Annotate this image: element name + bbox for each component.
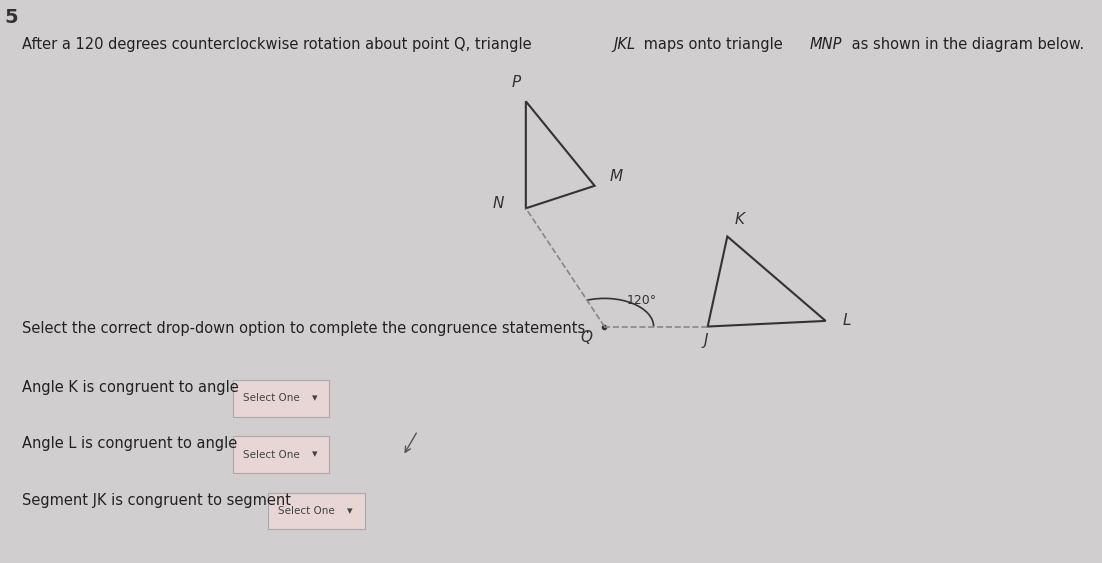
FancyBboxPatch shape: [268, 493, 365, 529]
Text: M: M: [609, 169, 623, 184]
Text: 5: 5: [4, 8, 19, 28]
FancyBboxPatch shape: [233, 436, 329, 473]
Text: Select One: Select One: [278, 506, 335, 516]
Text: Q: Q: [581, 330, 593, 345]
Text: L: L: [843, 314, 852, 328]
Text: Segment JK is congruent to segment: Segment JK is congruent to segment: [22, 493, 291, 508]
Text: MNP: MNP: [810, 37, 842, 52]
Text: Angle L is congruent to angle: Angle L is congruent to angle: [22, 436, 237, 452]
Text: After a 120 degrees counterclockwise rotation about point Q, triangle: After a 120 degrees counterclockwise rot…: [22, 37, 536, 52]
Text: JKL: JKL: [614, 37, 636, 52]
Text: ▾: ▾: [347, 506, 353, 516]
Text: ▾: ▾: [312, 394, 317, 403]
Text: ▾: ▾: [312, 450, 317, 459]
Text: P: P: [511, 75, 520, 90]
Text: Select the correct drop-down option to complete the congruence statements.: Select the correct drop-down option to c…: [22, 321, 590, 336]
Text: Select One: Select One: [242, 394, 300, 403]
Text: K: K: [734, 212, 744, 227]
Text: N: N: [493, 196, 504, 211]
Text: as shown in the diagram below.: as shown in the diagram below.: [847, 37, 1084, 52]
Text: Angle K is congruent to angle: Angle K is congruent to angle: [22, 380, 238, 395]
Text: Select One: Select One: [242, 450, 300, 459]
Text: J: J: [703, 333, 707, 347]
Text: 120°: 120°: [627, 294, 657, 307]
Text: maps onto triangle: maps onto triangle: [639, 37, 787, 52]
FancyBboxPatch shape: [233, 380, 329, 417]
